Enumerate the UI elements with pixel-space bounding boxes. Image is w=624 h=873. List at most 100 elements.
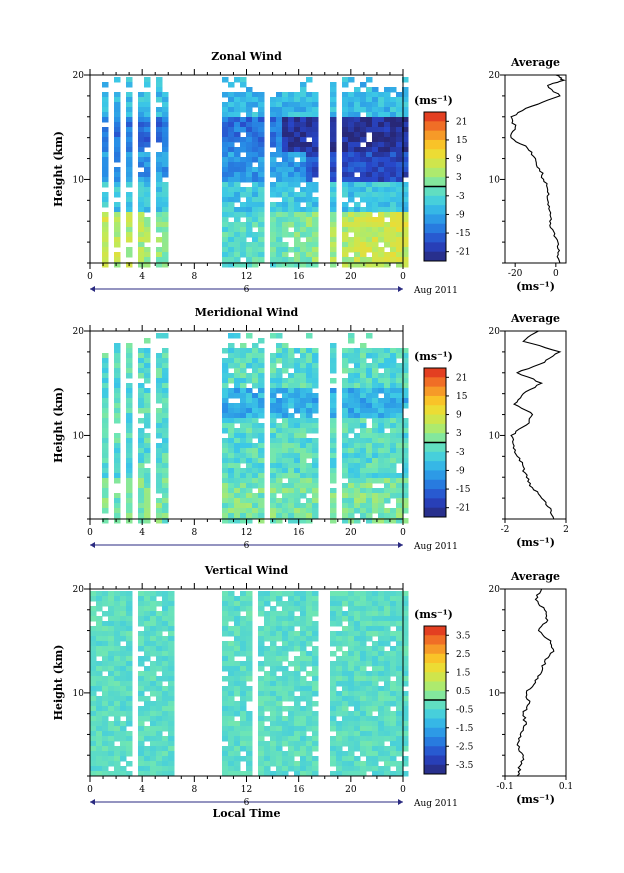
x-tick-label: 0 [400, 528, 406, 538]
colorbar-label: (ms⁻¹) [414, 608, 453, 621]
x-tick-label: 12 [241, 528, 252, 538]
x-tick-label: 12 [241, 785, 252, 795]
colorbar-tick-label: 3.5 [456, 631, 471, 641]
colorbar-segment [424, 470, 446, 481]
colorbar-tick-label: 9 [456, 411, 462, 421]
colorbar-segment [424, 368, 446, 378]
date-suffix: Aug 2011 [413, 286, 458, 296]
average-profile: Average 20 10 -0.1 0.1 (ms⁻¹) [489, 570, 574, 806]
colorbar-tick-label: 0.5 [456, 687, 471, 697]
colorbar-segment [424, 139, 446, 150]
colorbar-segment [424, 205, 446, 215]
colorbar-tick-label: -2.5 [456, 742, 474, 752]
colorbar-segment [424, 461, 446, 471]
colorbar-segment [424, 130, 446, 141]
colorbar-segment [424, 377, 446, 388]
colorbar-segment [424, 251, 446, 262]
colorbar-segment [424, 195, 446, 206]
colorbar-segment [424, 498, 446, 509]
date-suffix: Aug 2011 [413, 799, 458, 809]
colorbar-segment [424, 507, 446, 518]
colorbar-segment [424, 709, 446, 719]
colorbar-segment [424, 755, 446, 766]
average-y-tick-label: 10 [489, 689, 501, 699]
average-x-tick-label: 0.1 [559, 782, 573, 792]
colorbar-segment [424, 672, 446, 682]
colorbar-tick-label: 15 [456, 136, 468, 146]
colorbar-segment [424, 479, 446, 490]
x-tick-label: 4 [139, 272, 145, 282]
average-x-tick-label: -0.1 [496, 782, 513, 792]
colorbar-segment [424, 644, 446, 655]
x-tick-label: 4 [139, 528, 145, 538]
colorbar-segment [424, 489, 446, 499]
colorbar-segment [424, 764, 446, 775]
colorbar-segment [424, 186, 446, 197]
colorbar-segment [424, 242, 446, 253]
average-x-label: (ms⁻¹) [516, 280, 555, 293]
colorbar-segment [424, 423, 446, 434]
colorbar-tick-label: 15 [456, 392, 468, 402]
colorbar-segment [424, 158, 446, 169]
average-x-tick-label: 2 [563, 525, 569, 535]
x-tick-label: 12 [241, 272, 252, 282]
x-tick-label: 8 [191, 272, 197, 282]
colorbar-segment [424, 112, 446, 122]
x-tick-label: 0 [87, 272, 93, 282]
average-title: Average [510, 570, 560, 583]
date-label: 6 [244, 798, 250, 808]
y-tick-label: 10 [73, 689, 85, 699]
colorbar-tick-label: -21 [456, 504, 471, 514]
average-y-tick-label: 10 [489, 175, 501, 185]
average-profile: Average 20 10 -2 2 (ms⁻¹) [489, 312, 569, 549]
average-frame [504, 330, 567, 520]
panel-title: Zonal Wind [211, 50, 282, 63]
colorbar-segment [424, 167, 446, 178]
colorbar-tick-label: -3 [456, 448, 465, 458]
x-tick-label: 16 [293, 528, 305, 538]
average-y-tick-label: 10 [489, 431, 501, 441]
colorbar-segment [424, 737, 446, 747]
heatmap-cells [90, 591, 409, 777]
panel-title: Meridional Wind [195, 306, 299, 319]
x-tick-label: 0 [400, 272, 406, 282]
x-tick-label: 8 [191, 528, 197, 538]
average-title: Average [510, 312, 560, 325]
x-tick-label: 20 [345, 272, 357, 282]
colorbar-segment [424, 681, 446, 692]
y-tick-label: 20 [73, 327, 85, 337]
colorbar-tick-label: -21 [456, 248, 471, 258]
y-tick-label: 20 [73, 585, 85, 595]
colorbar-segment [424, 433, 446, 443]
x-tick-label: 20 [345, 785, 357, 795]
colorbar-segment [424, 223, 446, 234]
y-tick-label: 10 [73, 431, 85, 441]
x-tick-label: 16 [293, 272, 305, 282]
average-x-tick-label: -2 [501, 525, 510, 535]
colorbar-segment [424, 149, 446, 160]
heatmap-cells [102, 333, 409, 524]
average-y-tick-label: 20 [489, 585, 501, 595]
colorbar-tick-label: -9 [456, 466, 465, 476]
average-y-tick-label: 20 [489, 327, 501, 337]
panel-1: Zonal Wind 0 4 8 12 16 20 0 10 20 Height (km) 6 Aug … [52, 50, 567, 296]
colorbar-tick-label: 9 [456, 155, 462, 165]
colorbar-segment [424, 635, 446, 645]
average-profile-line [516, 588, 555, 777]
x-tick-label: 0 [400, 785, 406, 795]
average-profile-line [510, 74, 566, 264]
colorbar-tick-label: -9 [456, 210, 465, 220]
colorbar-segment [424, 442, 446, 453]
colorbar-segment [424, 405, 446, 416]
colorbar-segment [424, 451, 446, 462]
colorbar-tick-label: -3.5 [456, 761, 474, 771]
colorbar-segment [424, 718, 446, 729]
colorbar-segment [424, 395, 446, 406]
average-x-label: (ms⁻¹) [516, 536, 555, 549]
colorbar-tick-label: 3 [456, 173, 462, 183]
colorbar-segment [424, 653, 446, 664]
average-frame [504, 74, 567, 264]
colorbar-tick-label: -3 [456, 192, 465, 202]
x-tick-label: 16 [293, 785, 305, 795]
